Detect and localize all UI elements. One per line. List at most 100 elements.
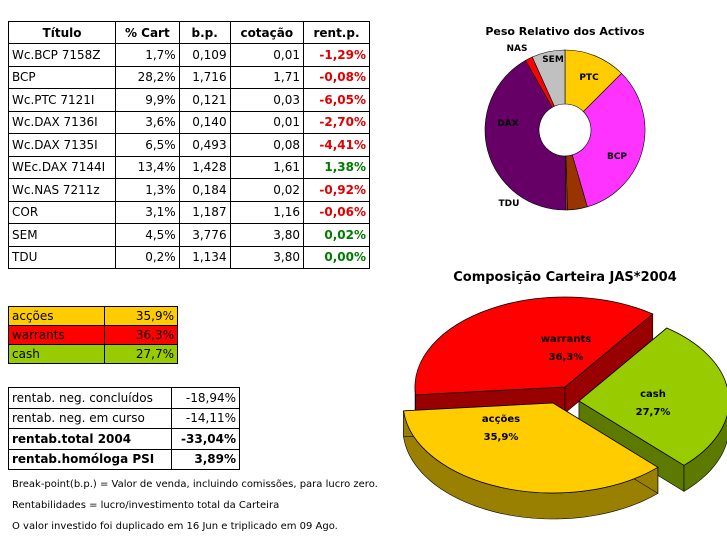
allocation-table: acções 35,9% warrants 36,3% cash 27,7% — [7, 306, 178, 364]
cell-cotacao: 0,02 — [229, 178, 304, 202]
pie-chart-title: Composição Carteira JAS*2004 — [453, 270, 677, 285]
positions-table: Título % Cart b.p. cotação rent.p. Wc.BC… — [8, 21, 371, 269]
doughnut-label-ptc: PTC — [579, 73, 599, 83]
rentab-value: -18,94% — [171, 387, 240, 409]
cell-pct-cart: 3,1% — [115, 200, 180, 224]
doughnut-label-tdu: TDU — [499, 199, 520, 209]
cell-bp: 1,716 — [178, 65, 231, 89]
cell-cotacao: 0,01 — [229, 43, 304, 67]
allocation-value: 36,3% — [104, 325, 178, 345]
doughnut-slice-sem — [531, 49, 566, 107]
cell-rent-p: -6,05% — [302, 88, 371, 112]
cell-rent-p: -0,06% — [302, 200, 371, 224]
pie3d-value-0: 36,3% — [549, 352, 584, 363]
positions-row: COR 3,1% 1,187 1,16 -0,06% — [8, 200, 371, 224]
cell-rent-p: -1,29% — [302, 43, 371, 67]
cell-pct-cart: 6,5% — [115, 133, 180, 157]
cell-cotacao: 1,16 — [229, 200, 304, 224]
cell-bp: 0,493 — [178, 133, 231, 157]
cell-titulo: TDU — [8, 245, 116, 269]
doughnut-label-nas: NAS — [507, 44, 528, 54]
rentab-value: 3,89% — [171, 448, 240, 470]
rentab-table: rentab. neg. concluídos -18,94% rentab. ne… — [7, 387, 240, 470]
cell-bp: 1,187 — [178, 200, 231, 224]
cell-cotacao: 1,71 — [229, 65, 304, 89]
cell-cotacao: 3,80 — [229, 223, 304, 247]
doughnut-label-sem: SEM — [542, 55, 564, 65]
positions-row: Wc.DAX 7135I 6,5% 0,493 0,08 -4,41% — [8, 133, 371, 157]
rentab-body: rentab. neg. concluídos -18,94% rentab. ne… — [7, 387, 240, 470]
cell-rent-p: -4,41% — [302, 133, 371, 157]
allocation-row-2: cash 27,7% — [7, 344, 178, 364]
rentab-label: rentab.homóloga PSI — [7, 448, 173, 470]
cell-titulo: WEc.DAX 7144I — [8, 155, 116, 179]
cell-cotacao: 1,61 — [229, 155, 304, 179]
cell-bp: 1,428 — [178, 155, 231, 179]
doughnut-label-bcp: BCP — [607, 152, 627, 162]
cell-pct-cart: 3,6% — [115, 110, 180, 134]
positions-header-row: Título % Cart b.p. cotação rent.p. — [8, 21, 371, 44]
allocation-row-1: warrants 36,3% — [7, 325, 178, 345]
cell-titulo: Wc.DAX 7135I — [8, 133, 116, 157]
cell-rent-p: -2,70% — [302, 110, 371, 134]
allocation-label: cash — [7, 344, 106, 364]
cell-titulo: Wc.NAS 7211z — [8, 178, 116, 202]
positions-row: Wc.DAX 7136I 3,6% 0,140 0,01 -2,70% — [8, 110, 371, 134]
pie3d-value-1: 27,7% — [636, 407, 671, 418]
positions-row: Wc.NAS 7211z 1,3% 0,184 0,02 -0,92% — [8, 178, 371, 202]
header-cotacao: cotação — [229, 21, 304, 44]
cell-pct-cart: 0,2% — [115, 245, 180, 269]
pie3d-slice-2 — [403, 402, 659, 494]
positions-row: SEM 4,5% 3,776 3,80 0,02% — [8, 223, 371, 247]
positions-row: Wc.BCP 7158Z 1,7% 0,109 0,01 -1,29% — [8, 43, 371, 67]
doughnut-label-dax: DAX — [497, 119, 518, 129]
cell-titulo: Wc.BCP 7158Z — [8, 43, 116, 67]
positions-body: Wc.BCP 7158Z 1,7% 0,109 0,01 -1,29% BCP 28,2% 1… — [8, 43, 371, 269]
allocation-row-0: acções 35,9% — [7, 306, 178, 326]
pie3d-label-1: cash — [640, 389, 666, 400]
positions-row: Wc.PTC 7121I 9,9% 0,121 0,03 -6,05% — [8, 88, 371, 112]
cell-rent-p: 1,38% — [302, 155, 371, 179]
cell-pct-cart: 4,5% — [115, 223, 180, 247]
cell-cotacao: 3,80 — [229, 245, 304, 269]
positions-row: TDU 0,2% 1,134 3,80 0,00% — [8, 245, 371, 269]
rentab-value: -33,04% — [171, 428, 240, 450]
cell-cotacao: 0,01 — [229, 110, 304, 134]
cell-rent-p: -0,92% — [302, 178, 371, 202]
header-bp: b.p. — [178, 21, 231, 44]
cell-titulo: COR — [8, 200, 116, 224]
cell-bp: 0,121 — [178, 88, 231, 112]
cell-pct-cart: 9,9% — [115, 88, 180, 112]
positions-row: BCP 28,2% 1,716 1,71 -0,08% — [8, 65, 371, 89]
note-rentabilidades: Rentabilidades = lucro/investimento tota… — [12, 500, 280, 511]
positions-row: WEc.DAX 7144I 13,4% 1,428 1,61 1,38% — [8, 155, 371, 179]
doughnut-slice-bcp — [571, 73, 646, 208]
cell-rent-p: -0,08% — [302, 65, 371, 89]
cell-rent-p: 0,00% — [302, 245, 371, 269]
cell-titulo: Wc.PTC 7121I — [8, 88, 116, 112]
pie3d-slice-1 — [578, 327, 727, 466]
allocation-body: acções 35,9% warrants 36,3% cash 27,7% — [7, 306, 178, 364]
pie3d-label-0: warrants — [541, 334, 591, 345]
pie3d-label-2: acções — [482, 414, 520, 425]
cell-titulo: Wc.DAX 7136I — [8, 110, 116, 134]
doughnut-chart-title: Peso Relativo dos Activos — [485, 25, 645, 38]
allocation-value: 27,7% — [104, 344, 178, 364]
header-titulo: Título — [8, 21, 116, 44]
cell-bp: 3,776 — [178, 223, 231, 247]
cell-pct-cart: 13,4% — [115, 155, 180, 179]
cell-cotacao: 0,08 — [229, 133, 304, 157]
rentab-row-0: rentab. neg. concluídos -18,94% — [7, 387, 240, 409]
cell-bp: 1,134 — [178, 245, 231, 269]
note-break-point: Break-point(b.p.) = Valor de venda, incl… — [12, 479, 378, 490]
pie3d-slice-0 — [414, 296, 654, 396]
header-rent-p: rent.p. — [302, 21, 371, 44]
pie3d-value-2: 35,9% — [484, 432, 519, 443]
allocation-value: 35,9% — [104, 306, 178, 326]
rentab-label: rentab. neg. em curso — [7, 407, 173, 429]
doughnut-slice-dax — [484, 59, 567, 211]
rentab-row-3: rentab.homóloga PSI 3,89% — [7, 448, 240, 470]
cell-titulo: SEM — [8, 223, 116, 247]
